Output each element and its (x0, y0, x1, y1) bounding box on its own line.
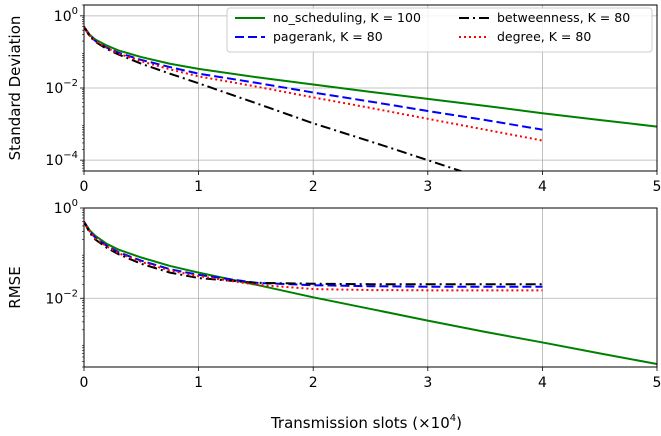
plot-frame (83, 207, 658, 368)
x-tick-label: 2 (309, 179, 318, 195)
rmse-panel: 0 1 2 3 4 5 100 10−2 RMSE Transmission slots (×10… (6, 198, 661, 432)
x-tick-label: 0 (80, 375, 89, 391)
x-tick-label: 5 (653, 375, 661, 391)
x-tick-label: 1 (194, 375, 203, 391)
x-tick-label: 0 (80, 179, 89, 195)
x-tick-label: 5 (653, 179, 661, 195)
y-tick-label: 100 (54, 6, 78, 25)
legend-entry-label: pagerank, K = 80 (273, 29, 383, 44)
legend-entry-label: no_scheduling, K = 100 (273, 10, 421, 25)
series-line-degree (84, 221, 543, 292)
x-axis-label: Transmission slots (×104) (270, 413, 462, 432)
series-line-no-scheduling (84, 221, 657, 365)
legend-entry-label: betweenness, K = 80 (497, 10, 630, 25)
legend-entry-label: degree, K = 80 (497, 29, 591, 44)
y-axis-label: RMSE (6, 266, 24, 308)
x-tick-label: 3 (423, 179, 432, 195)
x-tick-label: 1 (194, 179, 203, 195)
std-dev-panel: 0 1 2 3 4 5 100 10−2 10−4 Standard Deviation no_sc… (6, 4, 661, 195)
x-tick-label: 3 (423, 375, 432, 391)
series-line-betweenness (84, 221, 543, 286)
x-tick-label: 4 (538, 375, 547, 391)
y-tick-label: 100 (54, 198, 78, 217)
series-line-degree (84, 26, 543, 142)
y-tick-label: 10−2 (45, 78, 78, 97)
y-axis-label: Standard Deviation (6, 16, 24, 161)
x-tick-label: 4 (538, 179, 547, 195)
y-tick-label: 10−4 (45, 150, 78, 169)
legend (226, 7, 653, 53)
y-tick-label: 10−2 (45, 288, 78, 307)
series-line-no-scheduling (84, 26, 657, 128)
x-tick-label: 2 (309, 375, 318, 391)
